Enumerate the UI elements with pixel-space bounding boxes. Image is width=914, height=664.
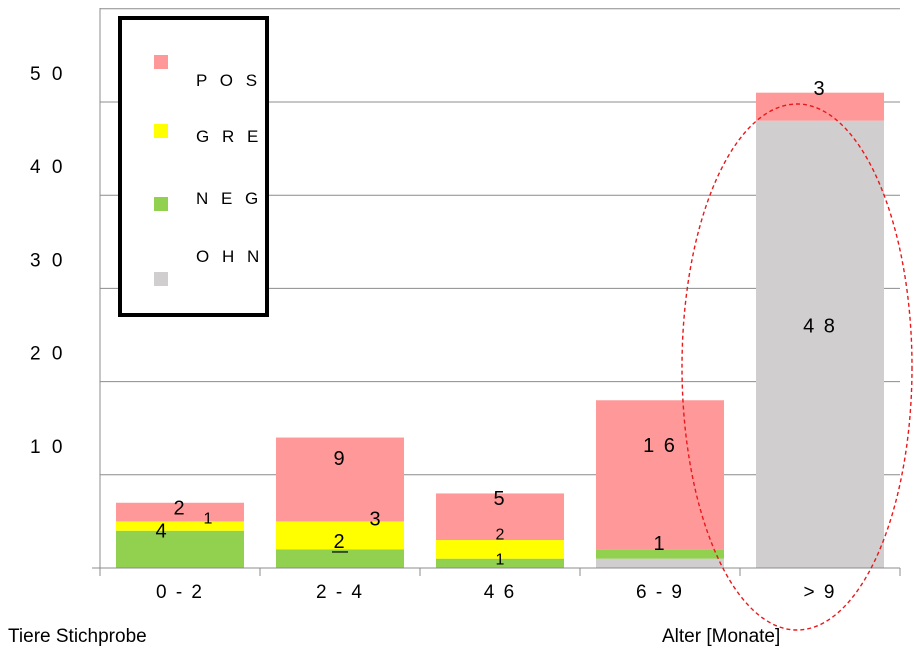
- y-tick-label: 1 0: [30, 437, 65, 458]
- data-label: 9: [333, 448, 346, 470]
- bar-segment: [596, 400, 724, 550]
- x-tick-label: > 9: [804, 582, 837, 603]
- bar-segment: [276, 521, 404, 550]
- bar-segment: [596, 558, 724, 568]
- bar-segment: [756, 92, 884, 121]
- x-tick-label: 6 - 9: [636, 582, 684, 603]
- bar-segment: [116, 502, 244, 522]
- bar-segment: [436, 493, 564, 541]
- legend-label: O H N: [196, 247, 263, 266]
- y-axis: 6 05 04 03 02 01 0: [30, 8, 101, 576]
- data-label: 1 6: [643, 435, 677, 457]
- y-tick-label: 2 0: [30, 344, 65, 365]
- data-label: 2: [496, 527, 505, 544]
- bar-segment: [436, 540, 564, 559]
- data-label: 1: [204, 511, 213, 528]
- legend-box: [118, 16, 269, 317]
- bar-segment: [116, 530, 244, 568]
- bars: [116, 92, 884, 568]
- x-tick-label: 4 6: [484, 582, 516, 603]
- legend-label: N E G: [196, 189, 262, 208]
- data-label: 1: [653, 533, 666, 555]
- legend-swatch: [154, 124, 168, 138]
- data-label: 4: [155, 521, 168, 543]
- data-label: 4 8: [803, 316, 837, 338]
- highlight-ellipse: [681, 103, 913, 631]
- x-tick-label: 2 - 4: [316, 582, 364, 603]
- legend-label: P O S: [196, 71, 261, 90]
- data-label: 2: [173, 497, 186, 519]
- data-label: 1: [496, 552, 505, 569]
- data-label: 3: [813, 78, 826, 100]
- bar-segment: [116, 521, 244, 531]
- legend: P O S G R E N E G O H N: [118, 16, 269, 317]
- legend-label: G R E: [196, 127, 262, 146]
- data-label: 5: [493, 488, 506, 510]
- legend-swatch: [154, 55, 168, 69]
- y-tick-label: 5 0: [30, 64, 65, 85]
- bar-segment: [756, 120, 884, 568]
- data-label: 2: [333, 531, 346, 553]
- data-label: 3: [369, 509, 382, 531]
- y-tick-label: 4 0: [30, 157, 65, 178]
- y-tick-label: 3 0: [30, 250, 65, 271]
- x-axis: 0 - 2 2 - 4 4 6 6 - 9 > 9: [92, 567, 901, 603]
- legend-swatch: [154, 272, 168, 286]
- bar-segment: [436, 558, 564, 568]
- x-tick-label: 0 - 2: [156, 582, 204, 603]
- bar-segment: [596, 549, 724, 559]
- footer-right-label: Alter [Monate]: [662, 626, 781, 647]
- legend-swatch: [154, 197, 168, 211]
- footer-left-label: Tiere Stichprobe: [8, 626, 147, 647]
- bar-segment: [276, 437, 404, 522]
- bar-segment: [276, 549, 404, 568]
